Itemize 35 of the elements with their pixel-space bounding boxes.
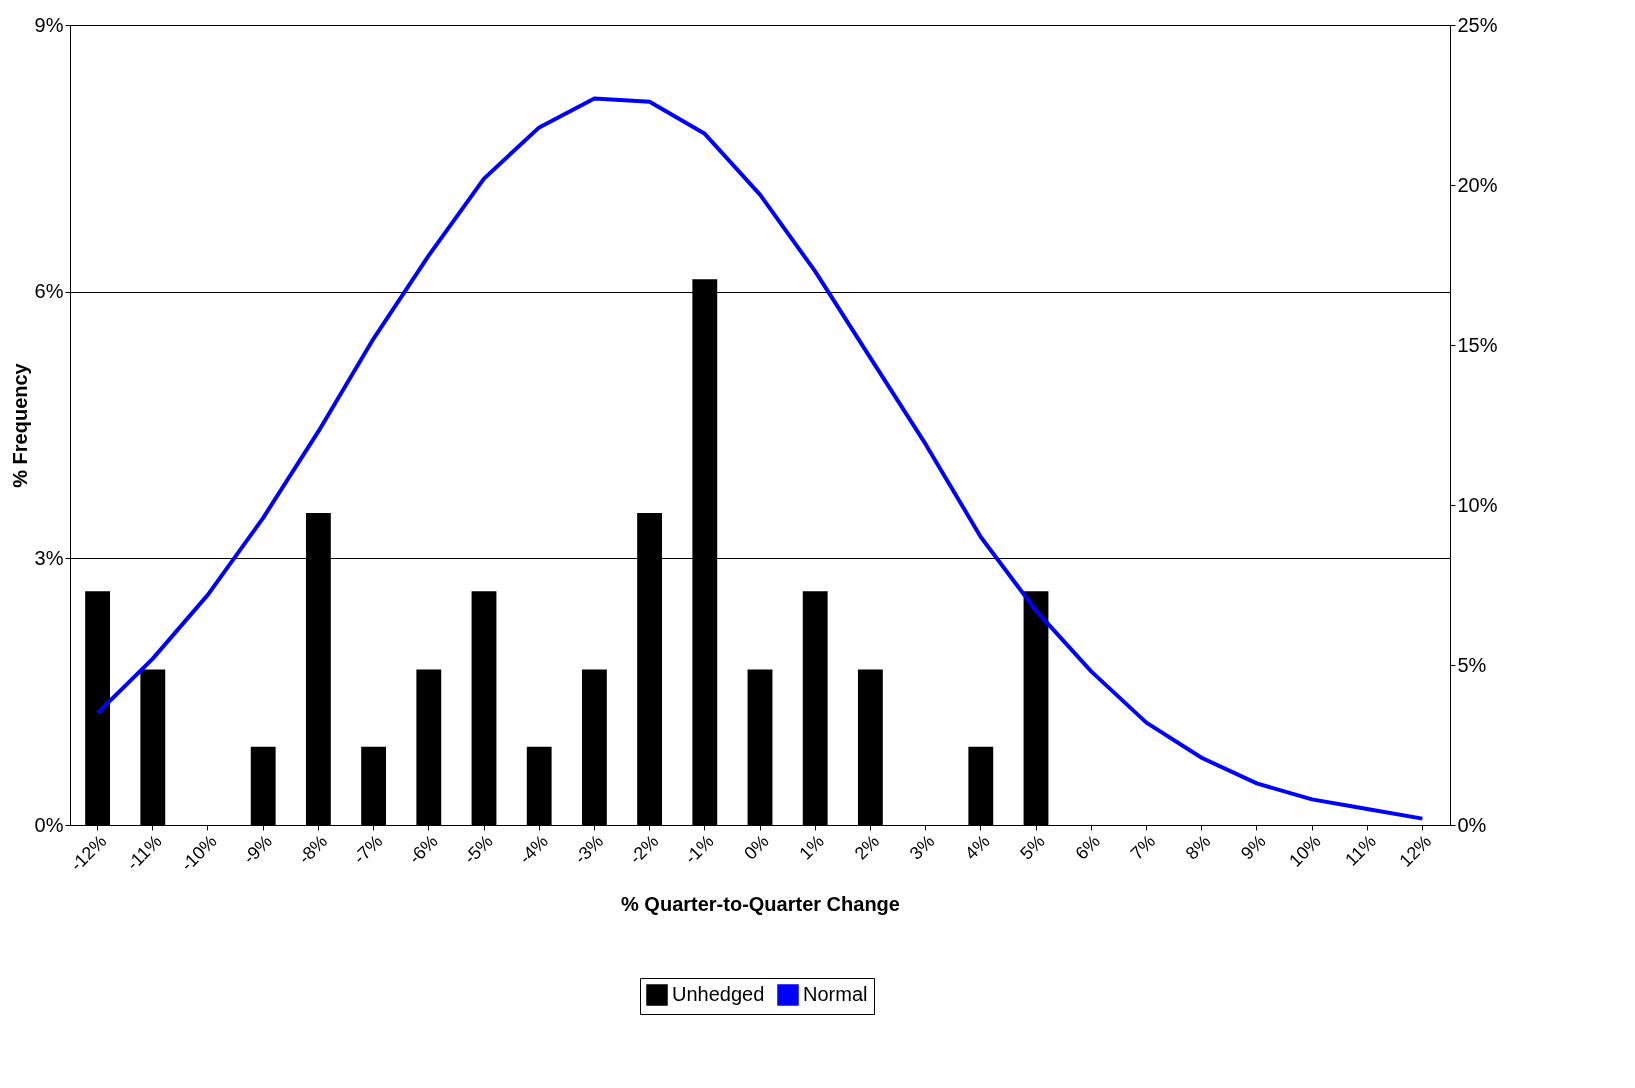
y-tick-label: 3% [34,546,64,569]
x-tick-label: 0% [740,831,773,864]
line-series [95,96,1425,821]
x-tick-label: 11% [1341,831,1380,870]
x-tick-label: 9% [1236,831,1270,864]
y2-tick-label: 25% [1457,13,1498,36]
x-tick-label: -2% [625,831,663,868]
x-tick-label: -7% [349,831,387,868]
y-tick-label: 6% [34,280,64,303]
y2-tick-label: 10% [1457,493,1498,516]
legend-label: Unhedged [672,983,765,1005]
x-tick-label: 3% [905,831,939,864]
y2-tick-label: 20% [1457,173,1498,196]
x-tick-label: -1% [680,831,718,868]
x-tick-label: 8% [1181,831,1215,864]
legend-label: Normal [803,983,868,1005]
y-tick-label: 9% [34,13,64,36]
x-tick-label: -6% [404,831,442,868]
x-tick-label: 5% [1016,831,1049,864]
y-tick-label: 0% [34,813,64,836]
x-tick-label: 1% [795,831,828,864]
x-tick-label: 7% [1126,831,1160,864]
x-tick-label: -8% [294,831,332,868]
y-axis-title: % Frequency [8,362,31,488]
x-tick-label: -5% [459,831,497,868]
x-tick-label: -9% [239,831,276,868]
y2-tick-label: 15% [1457,333,1498,356]
x-tick-label: -3% [570,831,608,868]
x-tick-label: 2% [850,831,884,864]
y2-tick-label: 0% [1457,813,1487,836]
x-axis-title: % Quarter-to-Quarter Change [621,892,900,915]
x-tick-label: 6% [1071,831,1104,864]
x-tick-label: -4% [515,831,552,868]
x-tick-label: 4% [960,831,994,864]
y2-tick-label: 5% [1457,653,1487,676]
